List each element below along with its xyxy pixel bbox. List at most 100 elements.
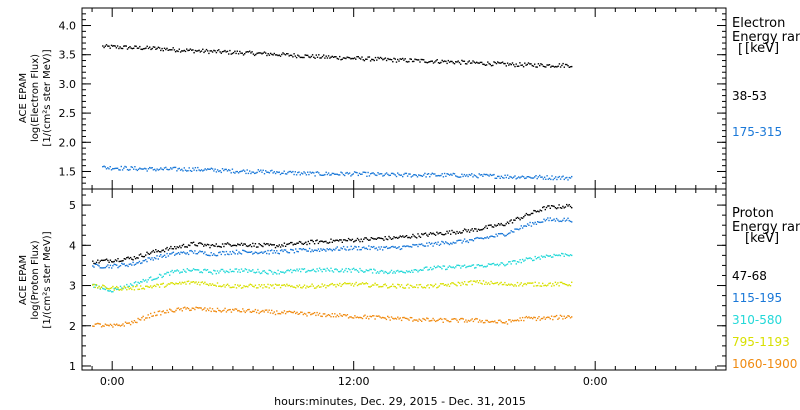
data-point <box>481 264 483 267</box>
data-point <box>218 251 220 254</box>
data-point <box>438 285 441 287</box>
data-point <box>457 60 459 62</box>
data-point <box>208 254 210 257</box>
data-point <box>437 174 440 177</box>
data-point <box>550 256 553 258</box>
data-point <box>267 171 269 173</box>
data-point <box>298 313 301 315</box>
data-point <box>427 284 429 286</box>
data-point <box>160 167 162 169</box>
electron-ylabel-line-2: log(Electron Flux) <box>30 54 41 142</box>
data-point <box>113 168 115 170</box>
data-point <box>340 314 342 317</box>
data-point <box>534 176 536 178</box>
data-point <box>156 47 158 50</box>
data-point <box>387 247 389 250</box>
data-point <box>480 282 482 284</box>
data-point <box>158 310 161 312</box>
data-point <box>418 243 420 246</box>
data-point <box>371 58 373 61</box>
data-point <box>226 242 229 244</box>
data-point <box>363 246 365 248</box>
data-point <box>127 286 129 288</box>
data-point <box>393 270 395 273</box>
data-point <box>177 50 179 53</box>
data-point <box>153 251 156 253</box>
data-point <box>487 282 490 284</box>
data-point <box>224 168 226 171</box>
data-point <box>103 288 105 290</box>
data-point <box>253 245 255 247</box>
data-point <box>225 250 228 253</box>
data-point <box>359 267 361 270</box>
data-point <box>215 243 217 245</box>
data-point <box>434 283 437 285</box>
data-point <box>204 307 206 309</box>
data-point <box>447 266 449 268</box>
data-point <box>405 60 408 63</box>
data-point <box>170 49 172 51</box>
data-point <box>510 230 512 232</box>
data-point <box>431 60 433 62</box>
data-point <box>231 168 234 170</box>
data-point <box>310 55 313 58</box>
data-point <box>245 172 247 175</box>
data-point <box>392 283 394 285</box>
data-point <box>443 233 446 236</box>
data-point <box>491 282 493 284</box>
data-point <box>567 254 569 257</box>
data-point <box>252 253 254 255</box>
data-point <box>509 284 511 286</box>
data-point <box>468 280 471 283</box>
data-point <box>268 54 271 56</box>
data-point <box>368 56 371 58</box>
data-point <box>382 249 384 251</box>
data-point <box>162 275 164 278</box>
data-point <box>261 245 263 247</box>
data-point <box>124 45 126 47</box>
data-point <box>371 246 374 248</box>
data-point <box>112 265 114 267</box>
data-point <box>403 59 405 61</box>
data-point <box>329 284 331 286</box>
data-point <box>566 219 568 221</box>
data-point <box>221 250 224 253</box>
data-point <box>464 63 467 65</box>
data-point <box>367 171 369 174</box>
data-point <box>174 166 177 169</box>
data-point <box>341 58 343 60</box>
data-point <box>429 176 431 178</box>
data-point <box>123 263 125 265</box>
data-point <box>223 50 225 53</box>
data-point <box>165 273 167 275</box>
data-point <box>516 177 519 179</box>
data-point <box>447 173 449 175</box>
data-point <box>513 176 515 178</box>
data-point <box>195 244 197 247</box>
data-point <box>552 318 554 321</box>
data-point <box>480 229 482 231</box>
data-point <box>269 269 272 272</box>
data-point <box>520 319 522 322</box>
data-point <box>324 284 326 286</box>
data-point <box>495 233 497 235</box>
data-point <box>310 313 312 316</box>
data-point <box>286 311 288 313</box>
data-point <box>378 286 380 288</box>
data-point <box>180 283 182 285</box>
data-point <box>124 286 127 289</box>
data-point <box>302 173 304 175</box>
data-point <box>207 50 209 52</box>
data-point <box>315 271 317 273</box>
data-point <box>385 172 388 174</box>
data-point <box>392 237 394 240</box>
data-point <box>298 55 300 57</box>
data-point <box>219 270 221 272</box>
data-point <box>465 319 467 321</box>
data-point <box>337 240 340 242</box>
data-point <box>251 51 253 53</box>
data-point <box>194 308 196 311</box>
data-point <box>172 47 174 49</box>
data-point <box>276 250 278 252</box>
data-point <box>559 220 562 222</box>
